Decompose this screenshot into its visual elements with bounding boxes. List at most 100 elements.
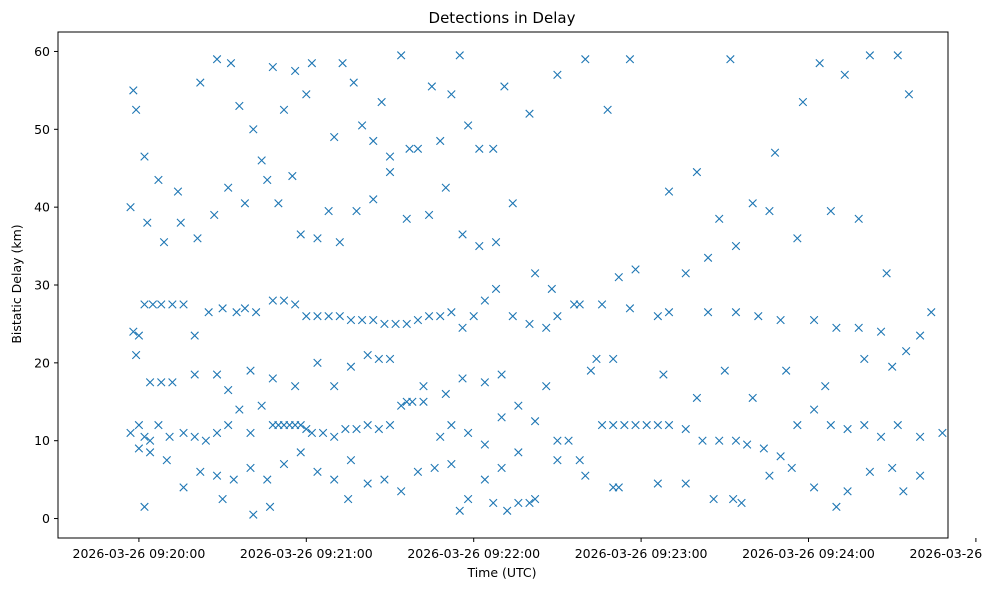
data-point	[330, 132, 339, 142]
data-point	[475, 144, 484, 153]
data-point	[692, 167, 702, 177]
data-point	[363, 420, 372, 430]
data-point	[235, 405, 244, 414]
y-tick-label: 10	[34, 433, 50, 448]
data-point	[441, 389, 450, 399]
data-point	[525, 498, 534, 508]
data-point	[330, 475, 339, 484]
data-point	[447, 90, 456, 99]
data-point	[893, 420, 902, 430]
data-point	[854, 214, 863, 224]
data-point	[882, 269, 891, 278]
data-point	[592, 354, 601, 364]
data-point	[374, 424, 384, 434]
data-point	[140, 152, 149, 161]
data-point	[865, 51, 875, 60]
data-point	[542, 382, 551, 391]
data-point	[525, 319, 534, 329]
data-point	[463, 428, 473, 438]
data-point	[134, 420, 144, 430]
data-point	[131, 105, 141, 115]
data-point	[664, 420, 674, 430]
data-point	[154, 175, 163, 185]
data-point	[290, 382, 300, 391]
data-point	[664, 187, 674, 196]
data-point	[396, 51, 406, 60]
data-point	[575, 300, 584, 309]
data-point	[226, 58, 236, 68]
data-point	[514, 401, 523, 410]
data-point	[463, 494, 473, 504]
data-point	[854, 323, 863, 333]
data-point	[899, 487, 908, 496]
data-point	[140, 502, 149, 512]
data-point	[193, 234, 202, 243]
data-point	[330, 382, 339, 391]
data-point	[363, 479, 372, 488]
data-point	[843, 424, 852, 434]
data-point	[385, 152, 395, 161]
data-point	[330, 432, 339, 441]
data-point	[888, 362, 897, 371]
data-point	[302, 311, 311, 321]
data-point	[480, 378, 490, 387]
y-tick-label: 50	[34, 122, 50, 137]
data-point	[489, 498, 498, 508]
data-point	[603, 105, 612, 115]
data-point	[168, 300, 177, 309]
data-point	[530, 417, 540, 426]
data-point	[597, 300, 607, 309]
data-point	[609, 420, 618, 430]
data-point	[126, 428, 135, 438]
data-point	[385, 167, 395, 177]
points-layer	[126, 51, 947, 519]
data-point	[140, 300, 149, 309]
data-point	[514, 448, 523, 457]
data-point	[776, 452, 785, 461]
data-point	[731, 241, 741, 251]
y-tick-label: 20	[34, 355, 50, 370]
data-point	[134, 331, 144, 340]
data-point	[179, 483, 188, 492]
data-point	[793, 420, 802, 430]
data-point	[369, 136, 378, 146]
data-point	[424, 311, 434, 321]
data-point	[826, 420, 836, 430]
data-point	[508, 311, 517, 321]
data-point	[313, 467, 322, 477]
data-point	[290, 300, 300, 309]
data-point	[765, 206, 774, 216]
data-point	[491, 237, 501, 247]
data-point	[843, 487, 852, 496]
data-point	[377, 97, 386, 107]
data-point	[408, 397, 417, 406]
data-point	[405, 144, 414, 153]
data-point	[240, 304, 250, 313]
data-point	[246, 428, 255, 438]
data-point	[581, 471, 590, 480]
data-point	[469, 311, 478, 321]
data-point	[179, 300, 188, 309]
data-point	[396, 401, 406, 410]
data-point	[553, 455, 562, 465]
data-point	[737, 498, 746, 508]
data-point	[385, 420, 395, 430]
data-point	[865, 467, 875, 477]
data-point	[876, 327, 886, 336]
data-point	[374, 354, 384, 364]
data-point	[904, 90, 914, 99]
data-point	[324, 206, 333, 216]
data-point	[742, 440, 752, 449]
data-point	[715, 436, 724, 445]
data-point	[129, 86, 138, 95]
x-tick-label: 2026-03-26 09:23:00	[575, 546, 708, 561]
data-point	[553, 70, 562, 80]
data-point	[715, 214, 724, 224]
data-point	[246, 463, 255, 473]
data-point	[424, 210, 434, 220]
data-point	[218, 304, 227, 313]
data-point	[542, 323, 551, 333]
data-point	[335, 237, 344, 247]
